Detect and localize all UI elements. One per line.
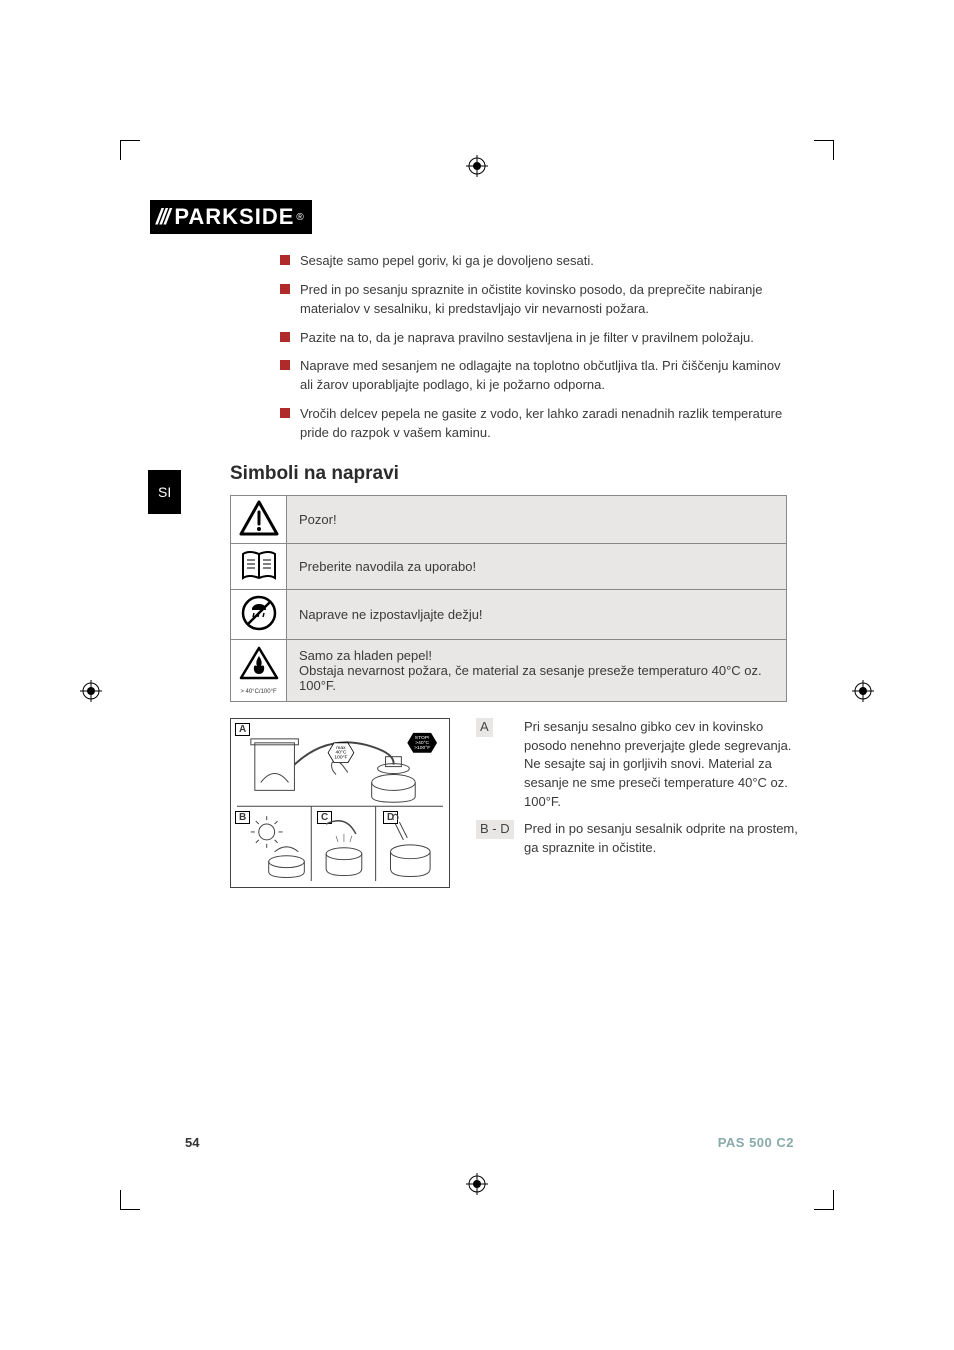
crop-mark [814,1190,834,1210]
note-text: Pred in po sesanju sesalnik odprite na p… [524,820,804,858]
bullet-item: Pred in po sesanju spraznite in očistite… [280,281,794,319]
temp-caption: > 40°C/100°F [235,689,282,695]
bullet-icon [280,360,290,370]
symbol-text: Samo za hladen pepel! Obstaja nevarnost … [287,639,787,701]
bullet-text: Pred in po sesanju spraznite in očistite… [300,281,794,319]
bullet-item: Sesajte samo pepel goriv, ki ga je dovol… [280,252,794,271]
brand-name: PARKSIDE [174,204,294,230]
svg-text:>100°F: >100°F [414,745,430,751]
no-rain-icon [231,589,287,639]
note-key: B - D [476,820,524,858]
registration-mark [80,680,102,702]
symbol-text: Naprave ne izpostavljajte dežju! [287,589,787,639]
model-code: PAS 500 C2 [718,1135,794,1150]
table-row: > 40°C/100°F Samo za hladen pepel! Obsta… [231,639,787,701]
bullet-icon [280,408,290,418]
symbol-text: Pozor! [287,495,787,543]
usage-diagram: A B C D [230,718,450,888]
manual-icon [231,543,287,589]
diagram-notes: A Pri sesanju sesalno gibko cev in kovin… [476,718,804,888]
table-row: Naprave ne izpostavljajte dežju! [231,589,787,639]
note-text: Pri sesanju sesalno gibko cev in kovinsk… [524,718,804,812]
language-tab: SI [148,470,181,514]
table-row: Preberite navodila za uporabo! [231,543,787,589]
note-key: A [476,718,524,812]
crop-mark [120,140,140,160]
registration-mark [852,680,874,702]
brand-badge: /// PARKSIDE ® [150,200,312,234]
page-number: 54 [185,1135,199,1150]
brand-slashes: /// [156,204,168,230]
registration-mark [466,155,488,177]
bullet-text: Vročih delcev pepela ne gasite z vodo, k… [300,405,794,443]
bullet-item: Vročih delcev pepela ne gasite z vodo, k… [280,405,794,443]
bullet-icon [280,255,290,265]
section-title: Simboli na napravi [230,463,804,485]
diagram-svg: max 40°C 100°F STOP! >40°C >100°F [237,725,443,881]
bullet-list: Sesajte samo pepel goriv, ki ga je dovol… [280,252,794,443]
bullet-item: Pazite na to, da je naprava pravilno ses… [280,329,794,348]
note-item: A Pri sesanju sesalno gibko cev in kovin… [476,718,804,812]
crop-mark [120,1190,140,1210]
crop-mark [814,140,834,160]
bullet-icon [280,332,290,342]
warning-icon [231,495,287,543]
page-footer: 54 PAS 500 C2 [150,1135,804,1150]
bullet-text: Sesajte samo pepel goriv, ki ga je dovol… [300,252,594,271]
bullet-text: Pazite na to, da je naprava pravilno ses… [300,329,754,348]
brand-registered: ® [296,212,303,223]
bullet-item: Naprave med sesanjem ne odlagajte na top… [280,357,794,395]
registration-mark [466,1173,488,1195]
fire-temp-icon: > 40°C/100°F [231,639,287,701]
symbols-table: Pozor! Preberite navodila za uporabo! Na… [230,495,787,702]
bullet-icon [280,284,290,294]
note-item: B - D Pred in po sesanju sesalnik odprit… [476,820,804,858]
bullet-text: Naprave med sesanjem ne odlagajte na top… [300,357,794,395]
symbol-text: Preberite navodila za uporabo! [287,543,787,589]
svg-text:100°F: 100°F [334,754,347,760]
table-row: Pozor! [231,495,787,543]
